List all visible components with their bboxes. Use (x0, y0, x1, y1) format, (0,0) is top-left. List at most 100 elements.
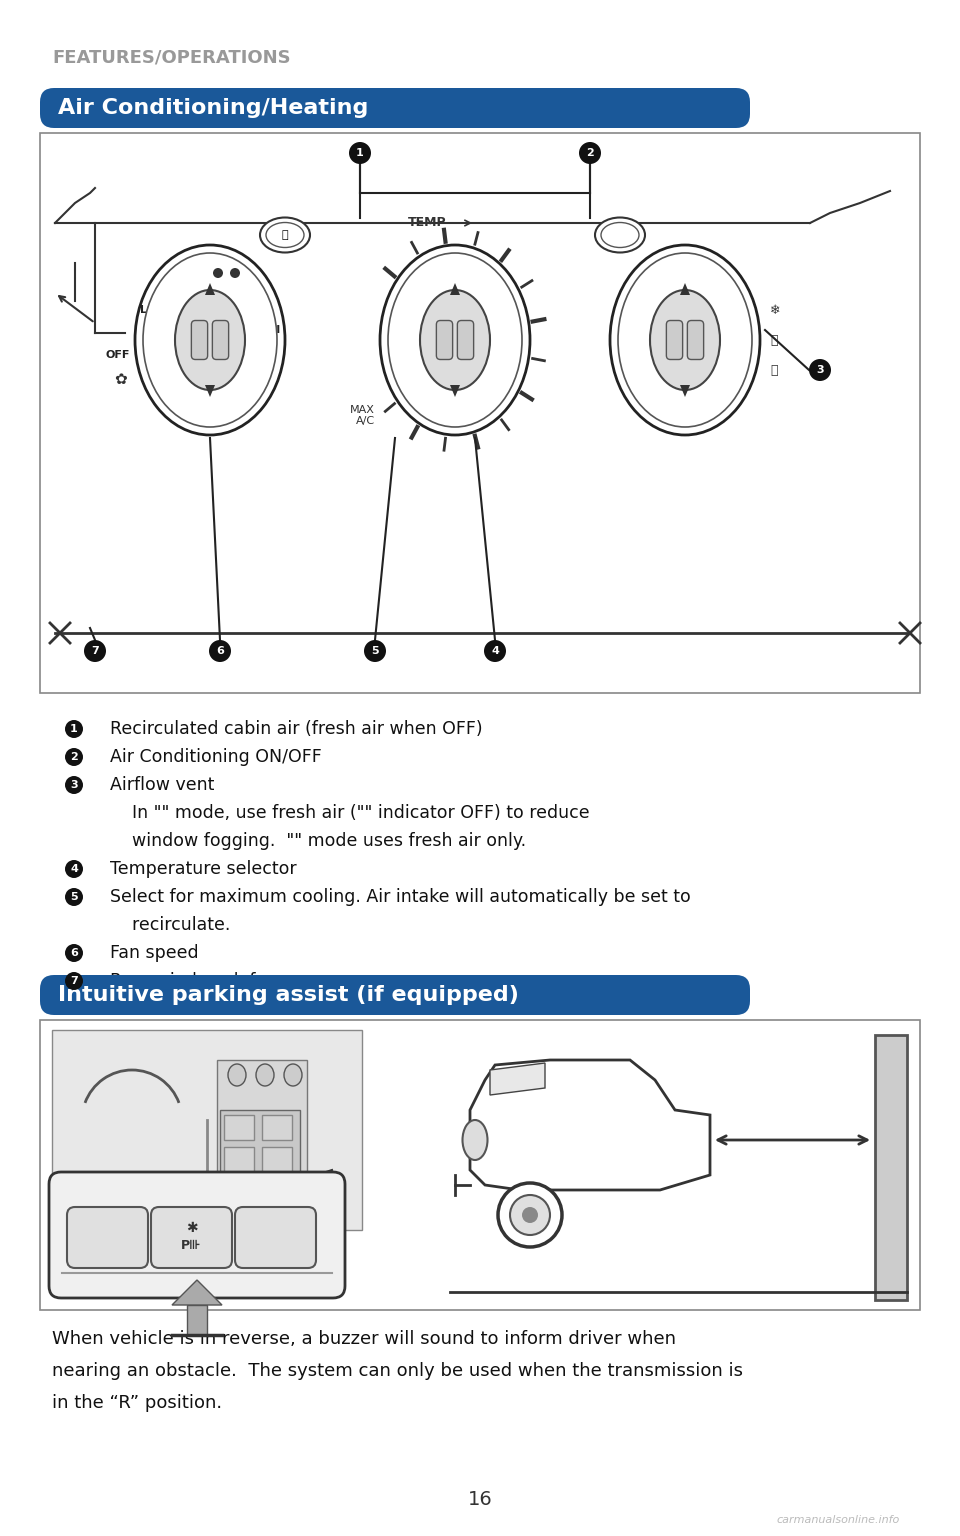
Text: nearing an obstacle.  The system can only be used when the transmission is: nearing an obstacle. The system can only… (52, 1362, 743, 1379)
Circle shape (230, 267, 240, 278)
Text: 1: 1 (70, 723, 78, 734)
Polygon shape (680, 283, 690, 295)
Text: HI: HI (267, 326, 280, 335)
Text: 🔄: 🔄 (281, 230, 288, 240)
Circle shape (65, 860, 83, 879)
Text: MAX
A/C: MAX A/C (350, 406, 375, 425)
Text: Rear window defogger: Rear window defogger (110, 972, 306, 991)
Text: LO: LO (140, 306, 156, 315)
Polygon shape (172, 1279, 222, 1306)
FancyBboxPatch shape (40, 88, 750, 127)
Text: ✱: ✱ (185, 1221, 198, 1235)
Circle shape (579, 141, 601, 164)
Text: —ON/OFF switch—: —ON/OFF switch— (135, 1186, 259, 1200)
Text: 3: 3 (816, 366, 824, 375)
Ellipse shape (388, 253, 522, 427)
Text: window fogging.  "" mode uses fresh air only.: window fogging. "" mode uses fresh air o… (110, 833, 526, 849)
Text: 7: 7 (70, 975, 78, 986)
Ellipse shape (463, 1120, 488, 1160)
FancyBboxPatch shape (40, 975, 750, 1015)
Ellipse shape (595, 218, 645, 252)
FancyBboxPatch shape (151, 1207, 232, 1269)
Ellipse shape (601, 223, 639, 247)
Text: 2: 2 (587, 147, 594, 158)
Text: 5: 5 (70, 892, 78, 902)
Ellipse shape (618, 253, 752, 427)
Circle shape (84, 641, 106, 662)
Text: Air Conditioning ON/OFF: Air Conditioning ON/OFF (110, 748, 322, 766)
Text: 5: 5 (372, 647, 379, 656)
Circle shape (65, 888, 83, 906)
Circle shape (209, 641, 231, 662)
Text: Airflow vent: Airflow vent (110, 776, 214, 794)
Circle shape (65, 776, 83, 794)
Polygon shape (450, 386, 460, 396)
Text: Air Conditioning/Heating: Air Conditioning/Heating (58, 98, 369, 118)
Text: recirculate.: recirculate. (110, 915, 230, 934)
Text: P⊪: P⊪ (181, 1240, 202, 1252)
Bar (40, 134, 920, 693)
Polygon shape (680, 386, 690, 396)
Ellipse shape (650, 290, 720, 390)
Polygon shape (450, 283, 460, 295)
Text: 6: 6 (216, 647, 224, 656)
Text: A/C: A/C (610, 230, 631, 240)
Text: in the “R” position.: in the “R” position. (52, 1395, 222, 1412)
Text: ❄: ❄ (770, 304, 780, 316)
Bar (875, 1035, 907, 1299)
Text: Fan speed: Fan speed (110, 945, 199, 962)
Ellipse shape (256, 1064, 274, 1086)
FancyBboxPatch shape (235, 1207, 316, 1269)
Circle shape (349, 141, 371, 164)
Text: carmanualsonline.info: carmanualsonline.info (777, 1514, 900, 1525)
FancyBboxPatch shape (191, 321, 207, 359)
Text: 1: 1 (356, 147, 364, 158)
Ellipse shape (175, 290, 245, 390)
Ellipse shape (228, 1064, 246, 1086)
Text: 16: 16 (468, 1490, 492, 1508)
Circle shape (522, 1207, 538, 1223)
Polygon shape (490, 1063, 545, 1095)
Bar (224, 1115, 254, 1140)
Bar (217, 1060, 307, 1190)
Circle shape (65, 972, 83, 991)
Polygon shape (205, 283, 215, 295)
Text: Select for maximum cooling. Air intake will automatically be set to: Select for maximum cooling. Air intake w… (110, 888, 691, 906)
Polygon shape (470, 1060, 710, 1190)
Text: 6: 6 (70, 948, 78, 958)
Bar (262, 1147, 292, 1172)
Text: TEMP: TEMP (408, 217, 446, 229)
Bar (220, 1111, 300, 1180)
Text: ✿: ✿ (114, 373, 127, 387)
Circle shape (65, 748, 83, 766)
Ellipse shape (260, 218, 310, 252)
FancyBboxPatch shape (666, 321, 683, 359)
Text: In "" mode, use fresh air ("" indicator OFF) to reduce: In "" mode, use fresh air ("" indicator … (110, 803, 589, 822)
Circle shape (65, 720, 83, 737)
Text: 💨: 💨 (770, 364, 778, 376)
Circle shape (809, 359, 831, 381)
Ellipse shape (135, 246, 285, 435)
FancyBboxPatch shape (437, 321, 452, 359)
Text: OFF: OFF (106, 350, 130, 359)
Text: Temperature selector: Temperature selector (110, 860, 297, 879)
Bar (262, 1115, 292, 1140)
Circle shape (364, 641, 386, 662)
Ellipse shape (610, 246, 760, 435)
Circle shape (65, 945, 83, 962)
FancyBboxPatch shape (687, 321, 704, 359)
Polygon shape (205, 386, 215, 396)
FancyBboxPatch shape (49, 1172, 345, 1298)
Text: 7: 7 (91, 647, 99, 656)
Text: 2: 2 (70, 753, 78, 762)
Bar (40, 1020, 920, 1310)
Bar (52, 1031, 362, 1230)
Circle shape (510, 1195, 550, 1235)
Text: 4: 4 (70, 863, 78, 874)
Bar (187, 1306, 207, 1335)
Ellipse shape (284, 1064, 302, 1086)
Ellipse shape (380, 246, 530, 435)
Ellipse shape (266, 223, 304, 247)
Text: 4: 4 (492, 647, 499, 656)
Ellipse shape (420, 290, 490, 390)
